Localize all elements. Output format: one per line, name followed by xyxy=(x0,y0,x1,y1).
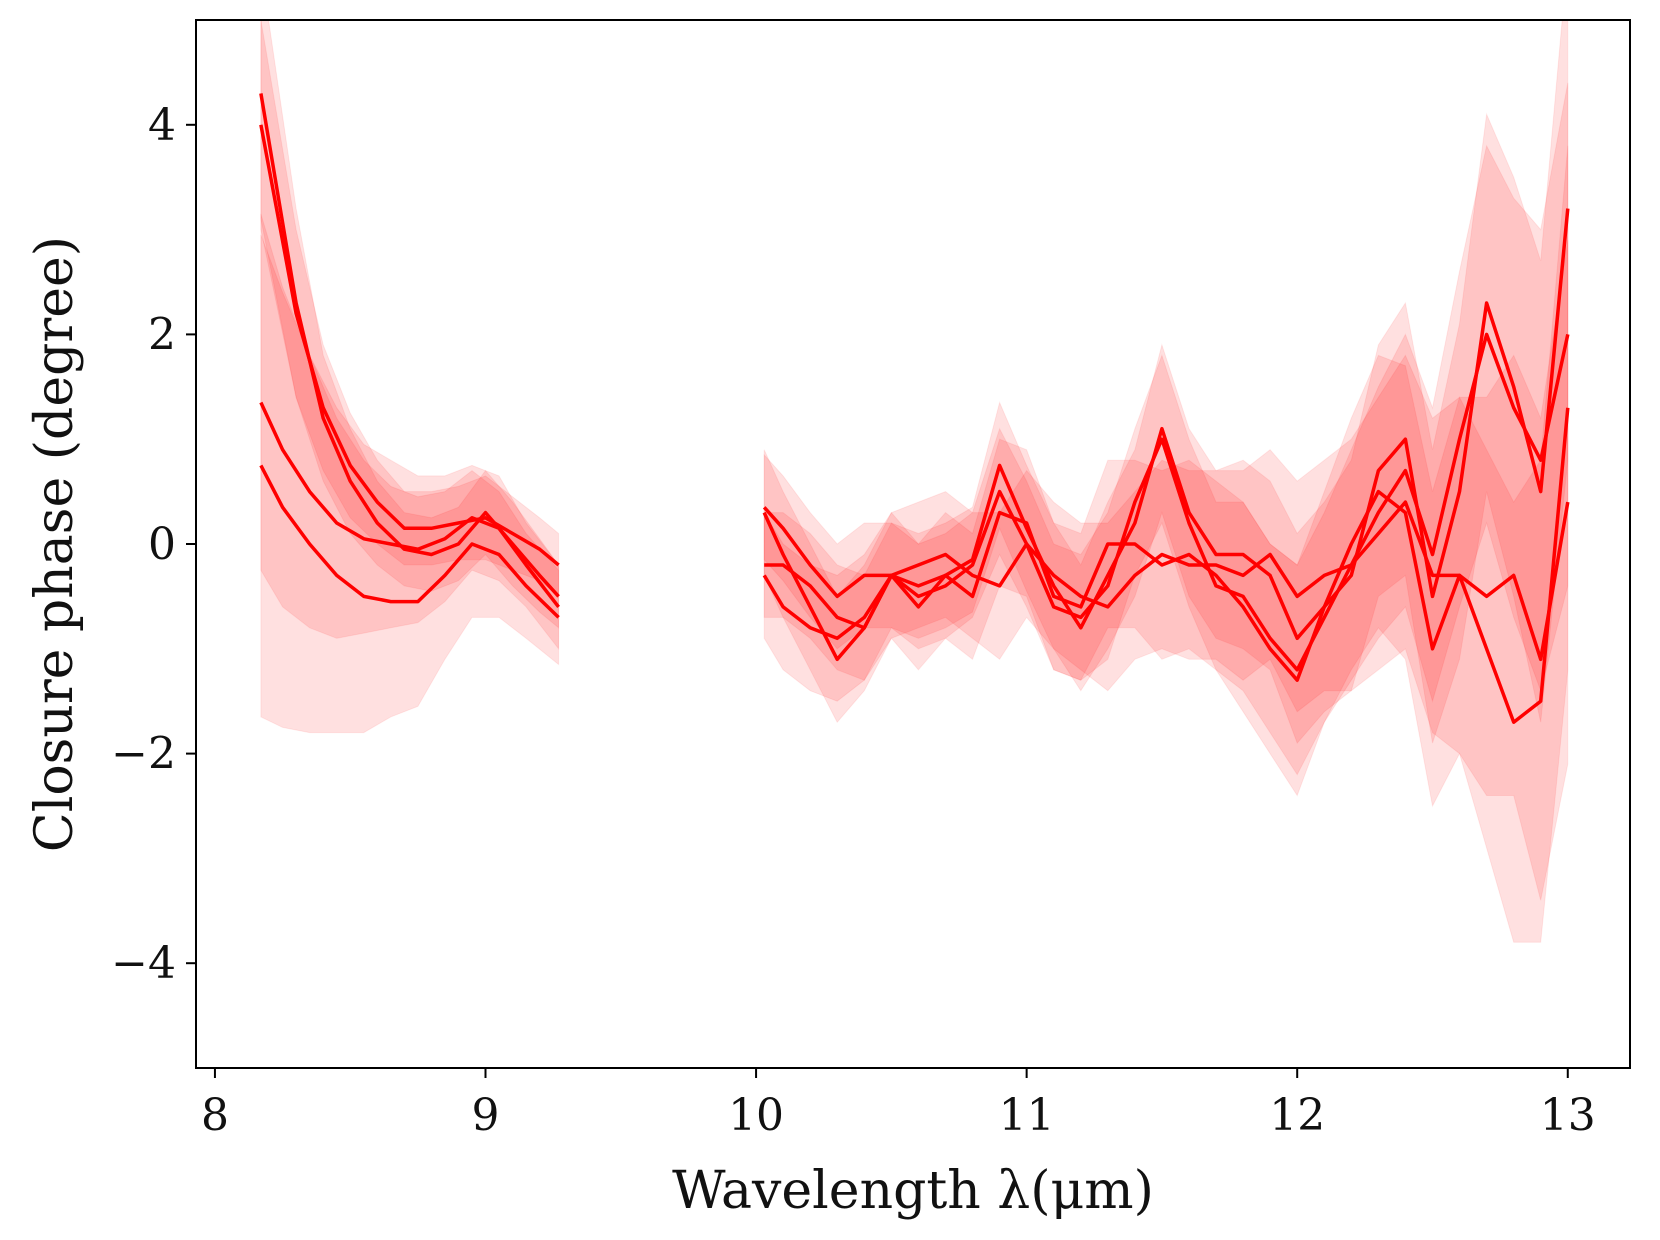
series-line-triangle-2-segment-1 xyxy=(259,93,560,598)
x-tick-label: 11 xyxy=(999,1090,1055,1141)
x-tick-label: 13 xyxy=(1540,1090,1596,1141)
error-band-triangle-2-segment-1 xyxy=(260,20,560,629)
x-axis-ticks: 8 9 10 11 12 13 xyxy=(201,1068,1596,1141)
error-bands xyxy=(260,20,1569,943)
series-line-triangle-3-segment-1 xyxy=(259,401,560,608)
x-tick-label: 8 xyxy=(201,1090,229,1141)
y-tick-label: 2 xyxy=(148,309,176,360)
error-band-triangle-4-segment-2 xyxy=(763,240,1569,901)
y-axis-label: Closure phase (degree) xyxy=(25,236,85,852)
y-tick-label: −2 xyxy=(111,729,176,780)
y-axis-ticks: −4 −2 0 2 4 xyxy=(111,100,196,989)
y-tick-label: 0 xyxy=(148,519,176,570)
y-tick-label: 4 xyxy=(148,100,176,151)
series-line-triangle-4-segment-2 xyxy=(762,500,1570,662)
error-band-triangle-4-segment-1 xyxy=(260,213,560,734)
x-tick-label: 9 xyxy=(472,1090,500,1141)
error-band-triangle-3-segment-2 xyxy=(763,145,1569,943)
y-tick-label: −4 xyxy=(111,938,176,989)
x-axis-label: Wavelength λ(μm) xyxy=(672,1161,1154,1221)
series-lines xyxy=(259,93,1570,724)
error-band-triangle-3-segment-1 xyxy=(260,234,560,651)
x-tick-label: 12 xyxy=(1269,1090,1325,1141)
series-line-triangle-4-segment-1 xyxy=(259,464,560,619)
x-tick-label: 10 xyxy=(728,1090,784,1141)
